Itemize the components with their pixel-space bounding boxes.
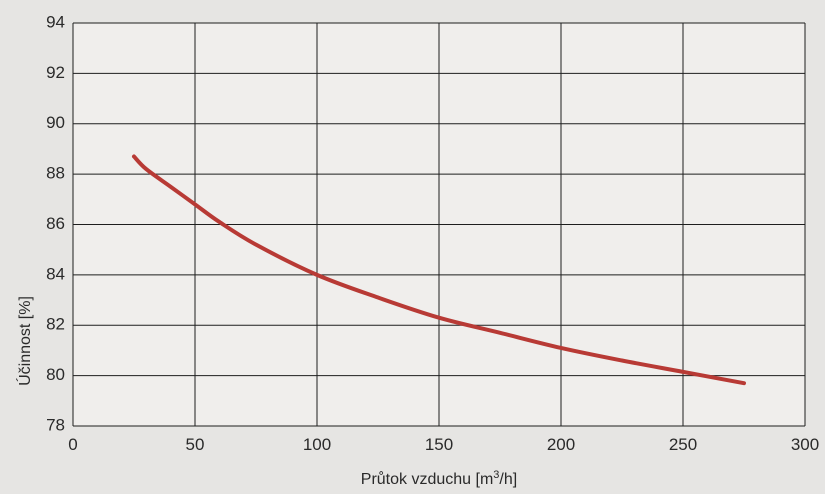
y-tick-label-78: 78 [46,415,65,434]
y-tick-label-94: 94 [46,12,65,31]
x-tick-label-50: 50 [186,435,205,454]
y-tick-label-86: 86 [46,214,65,233]
y-tick-label-84: 84 [46,264,65,283]
y-tick-label-80: 80 [46,365,65,384]
x-tick-labels: 0 50 100 150 200 250 300 [68,435,819,454]
x-tick-label-0: 0 [68,435,77,454]
y-tick-label-90: 90 [46,113,65,132]
grid-lines [72,22,806,427]
efficiency-curve [132,154,746,386]
x-tick-label-150: 150 [425,435,453,454]
y-axis-title: Účinnost [%] [15,296,34,386]
x-axis-title: Průtok vzduchu [m3/h] [361,469,517,488]
x-tick-label-300: 300 [791,435,819,454]
x-tick-label-100: 100 [303,435,331,454]
y-tick-label-88: 88 [46,164,65,183]
y-tick-label-82: 82 [46,315,65,334]
y-tick-labels: 78 80 82 84 86 88 90 92 94 [46,12,65,434]
x-tick-label-250: 250 [669,435,697,454]
y-tick-label-92: 92 [46,63,65,82]
x-tick-label-200: 200 [547,435,575,454]
